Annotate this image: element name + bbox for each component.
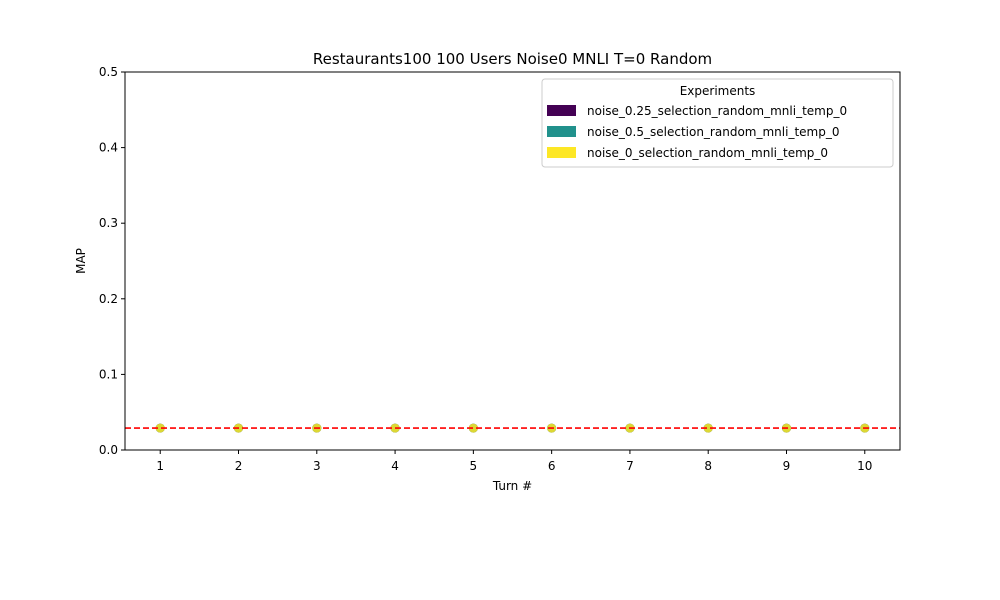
x-tick-label: 3 — [313, 459, 321, 473]
plot-area: 0.0 0.1 0.2 0.3 0.4 0.5 1 2 3 4 5 6 7 8 9 10 Experiments… — [99, 65, 901, 473]
legend-title: Experiments — [680, 84, 756, 98]
x-tick-label: 2 — [235, 459, 243, 473]
legend-swatch — [547, 105, 576, 116]
x-tick-label: 1 — [156, 459, 164, 473]
y-axis-label: MAP — [74, 248, 88, 274]
legend-label: noise_0.5_selection_random_mnli_temp_0 — [587, 125, 839, 139]
y-tick-label: 0.1 — [99, 367, 118, 381]
legend: Experiments noise_0.25_selection_random_m… — [541, 78, 894, 168]
y-tick-label: 0.4 — [99, 141, 118, 155]
chart-title: Restaurants100 100 Users Noise0 MNLI T=0… — [313, 50, 712, 68]
legend-swatch — [547, 126, 576, 137]
x-tick-label: 6 — [548, 459, 556, 473]
data-point — [155, 423, 165, 433]
x-tick-label: 4 — [391, 459, 399, 473]
x-tick-label: 5 — [470, 459, 478, 473]
axes-frame — [124, 71, 901, 451]
x-axis-label: Turn # — [492, 479, 532, 493]
legend-label: noise_0_selection_random_mnli_temp_0 — [587, 146, 828, 160]
x-tick-label: 7 — [626, 459, 634, 473]
legend-label: noise_0.25_selection_random_mnli_temp_0 — [587, 104, 847, 118]
legend-swatch — [547, 147, 576, 158]
x-tick-label: 9 — [783, 459, 791, 473]
data-point — [703, 423, 713, 433]
y-tick-label: 0.3 — [99, 216, 118, 230]
x-tick-label: 10 — [857, 459, 872, 473]
y-tick-label: 0.5 — [99, 65, 118, 79]
x-tick-label: 8 — [704, 459, 712, 473]
legend-box — [541, 78, 894, 168]
y-tick-label: 0.2 — [99, 292, 118, 306]
data-point — [468, 423, 478, 433]
y-tick-label: 0.0 — [99, 443, 118, 457]
